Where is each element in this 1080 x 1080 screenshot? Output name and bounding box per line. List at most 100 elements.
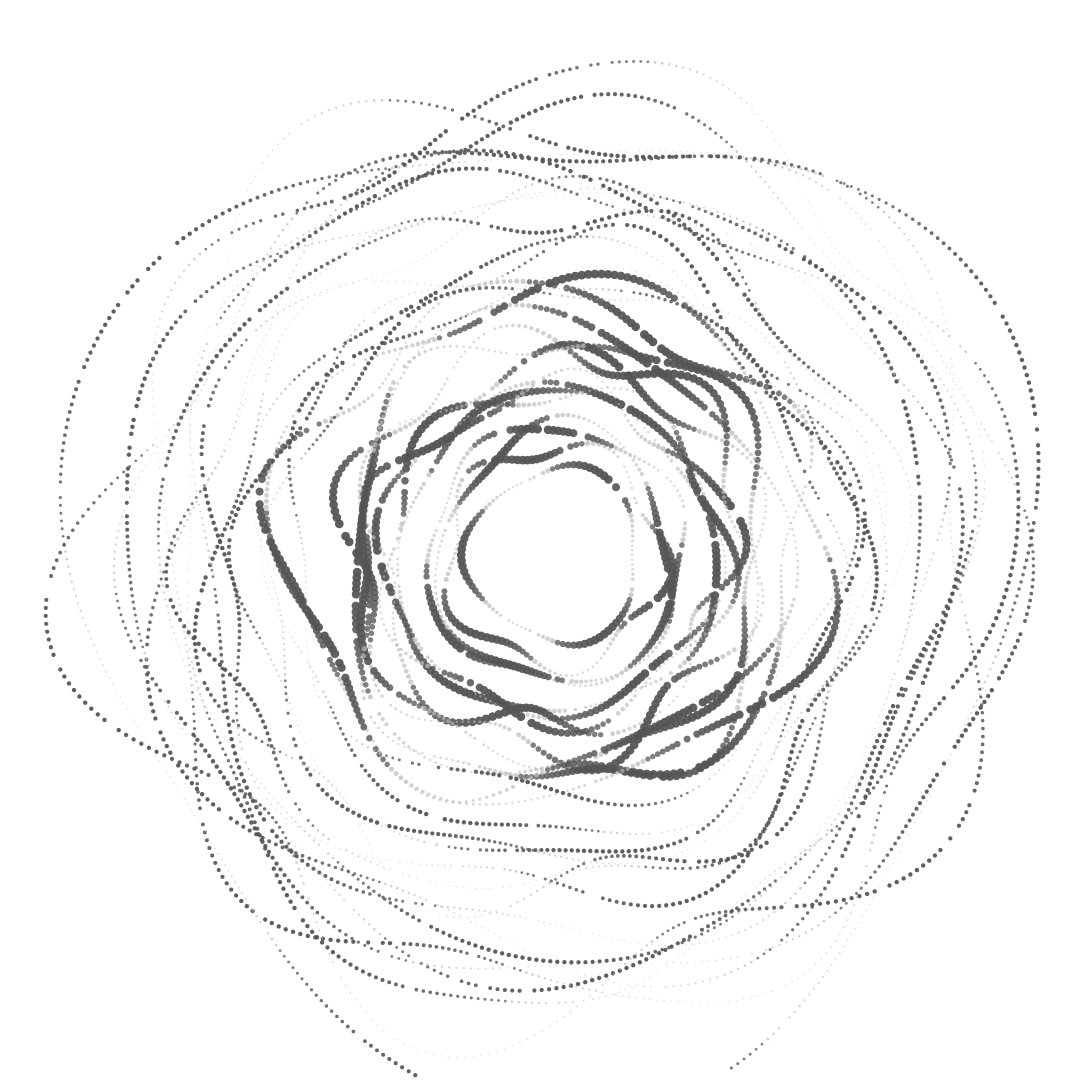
- ring-dot: [445, 798, 449, 803]
- ring-dot: [543, 877, 547, 881]
- ring-dot: [545, 847, 550, 853]
- ring-dot: [681, 866, 685, 871]
- ring-dot: [670, 902, 676, 907]
- ring-dot: [251, 509, 254, 511]
- ring-dot: [792, 403, 798, 409]
- ring-dot: [725, 330, 730, 335]
- ring-dot: [450, 487, 453, 490]
- ring-dot: [802, 503, 807, 508]
- ring-dot: [646, 951, 651, 956]
- ring-dot: [532, 279, 539, 286]
- ring-dot: [373, 238, 377, 242]
- ring-dot: [829, 615, 835, 621]
- ring-dot: [280, 614, 282, 617]
- ring-dot: [759, 475, 762, 479]
- ring-dot: [357, 446, 364, 454]
- ring-dot: [270, 803, 273, 806]
- ring-dot: [523, 897, 526, 900]
- ring-dot: [240, 602, 244, 606]
- ring-dot: [720, 338, 723, 342]
- ring-dot: [303, 830, 306, 833]
- ring-dot: [519, 778, 525, 783]
- ring-dot: [585, 221, 590, 226]
- ring-dot: [570, 760, 578, 767]
- ring-dot: [473, 769, 478, 774]
- ring-dot: [515, 848, 520, 853]
- ring-dot: [414, 291, 416, 294]
- ring-dot: [809, 373, 812, 376]
- ring-dot: [583, 974, 586, 976]
- ring-dot: [575, 344, 581, 349]
- ring-dot: [750, 537, 754, 542]
- ring-dot: [379, 420, 384, 425]
- ring-dot: [365, 728, 369, 732]
- ring-dot: [487, 349, 491, 352]
- ring-dot: [614, 213, 619, 218]
- ring-dot: [773, 637, 779, 643]
- ring-dot: [629, 423, 633, 428]
- ring-dot: [272, 581, 274, 583]
- ring-dot: [550, 348, 555, 353]
- ring-dot: [333, 845, 335, 847]
- ring-dot: [598, 176, 602, 181]
- ring-dot: [657, 903, 662, 909]
- ring-dot: [764, 732, 767, 735]
- ring-dot: [731, 754, 734, 757]
- ring-dot: [764, 390, 769, 395]
- ring-dot: [379, 321, 384, 326]
- ring-dot: [483, 720, 487, 724]
- ring-dot: [725, 426, 731, 432]
- ring-dot: [235, 675, 239, 680]
- ring-dot: [246, 376, 249, 378]
- ring-dot: [674, 452, 681, 459]
- ring-dot: [370, 276, 372, 279]
- ring-dot: [253, 357, 256, 359]
- ring-dot: [789, 749, 794, 755]
- ring-dot: [331, 258, 336, 263]
- ring-dot: [665, 476, 669, 479]
- ring-dot: [631, 567, 635, 571]
- ring-dot: [510, 784, 516, 789]
- ring-dot: [504, 287, 506, 290]
- ring-dot: [389, 703, 393, 707]
- ring-dot: [512, 822, 517, 827]
- ring-dot: [335, 356, 339, 360]
- ring-dot: [832, 525, 835, 528]
- ring-dot: [631, 534, 635, 538]
- ring-dot: [606, 801, 611, 806]
- ring-dot: [833, 580, 840, 588]
- ring-dot: [622, 267, 625, 269]
- ring-dot: [220, 533, 225, 538]
- ring-dot: [358, 477, 363, 482]
- ring-dot: [387, 226, 390, 230]
- ring-dot: [275, 347, 278, 349]
- ring-dot: [659, 845, 664, 850]
- ring-dot: [827, 381, 831, 385]
- ring-dot: [306, 391, 312, 396]
- ring-dot: [803, 419, 808, 425]
- ring-dot: [547, 373, 552, 377]
- ring-dot: [840, 661, 844, 665]
- ring-dot: [480, 458, 488, 466]
- ring-dot: [669, 459, 674, 463]
- ring-dot: [237, 617, 242, 622]
- ring-dot: [368, 235, 372, 238]
- ring-dot: [639, 953, 644, 957]
- ring-dot: [317, 772, 321, 775]
- ring-dot: [395, 473, 402, 480]
- ring-dot: [745, 376, 750, 380]
- ring-dot: [763, 471, 767, 475]
- ring-dot: [869, 541, 874, 546]
- ring-dot: [809, 458, 814, 463]
- ring-dot: [205, 687, 210, 691]
- ring-dot: [560, 294, 564, 297]
- ring-dot: [407, 897, 410, 899]
- ring-dot: [651, 294, 655, 298]
- ring-dot: [838, 537, 841, 540]
- ring-dot: [504, 842, 508, 846]
- ring-dot: [263, 510, 270, 516]
- ring-dot: [495, 610, 499, 615]
- ring-dot: [643, 369, 652, 379]
- ring-dot: [356, 813, 362, 818]
- ring-dot: [573, 794, 578, 799]
